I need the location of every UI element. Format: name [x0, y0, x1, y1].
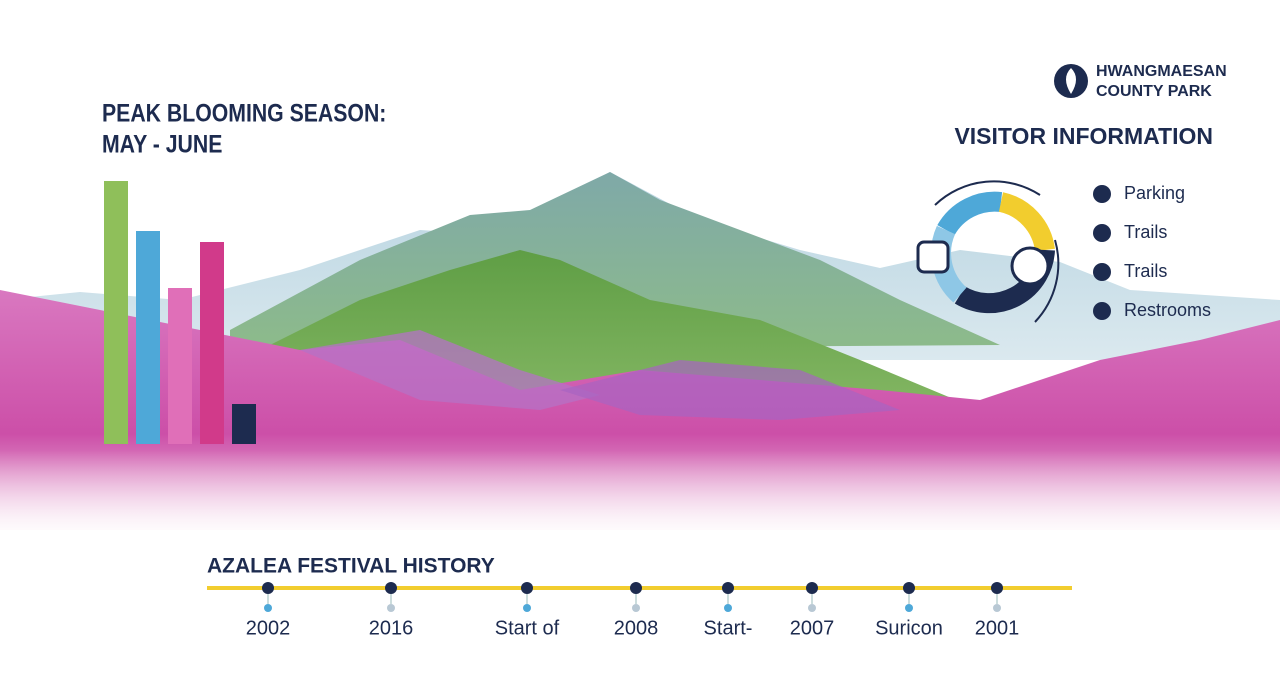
- timeline-dot: [387, 604, 395, 612]
- timeline-dot: [808, 604, 816, 612]
- item-label: Trails: [1124, 222, 1167, 242]
- timeline-node: [903, 582, 915, 594]
- timeline-dot: [523, 604, 531, 612]
- cycle-diagram: [916, 180, 1060, 323]
- item-icon: [1093, 302, 1111, 320]
- landscape: [0, 172, 1280, 540]
- timeline-node: [521, 582, 533, 594]
- timeline-dot: [632, 604, 640, 612]
- timeline-dot: [905, 604, 913, 612]
- item-icon: [1093, 224, 1111, 242]
- section-title: AZALEA FESTIVAL HISTORY: [207, 555, 495, 578]
- item-icon: [1093, 263, 1111, 281]
- timeline-node: [722, 582, 734, 594]
- brand-name: COUNTY PARK: [1096, 83, 1212, 100]
- brand-logo: [1054, 64, 1088, 98]
- timeline-node: [630, 582, 642, 594]
- headline: PEAK BLOOMING SEASON:: [102, 99, 386, 127]
- timeline-node: [991, 582, 1003, 594]
- timeline: 2002 2016 Start of 2008 Start- 2007 Suricon 200…: [246, 582, 1020, 639]
- headline: MAY - JUNE: [102, 130, 222, 158]
- timeline-label: Start of: [495, 617, 560, 639]
- timeline-node: [385, 582, 397, 594]
- section-title: VISITOR INFORMATION: [954, 123, 1213, 149]
- decorative-bars: [104, 181, 256, 444]
- timeline-label: 2007: [790, 617, 835, 639]
- timeline-label: Suricon: [875, 617, 943, 639]
- timeline-label: 2002: [246, 617, 291, 639]
- visitor-list: Parking Trails Trails Restrooms: [1093, 183, 1211, 320]
- timeline-node: [806, 582, 818, 594]
- timeline-dot: [724, 604, 732, 612]
- timeline-label: 2008: [614, 617, 659, 639]
- item-icon: [1093, 185, 1111, 203]
- timeline-dot: [264, 604, 272, 612]
- timeline-label: 2016: [369, 617, 414, 639]
- timeline-label: 2001: [975, 617, 1020, 639]
- brand-name: HWANGMAESAN: [1096, 63, 1227, 80]
- item-label: Trails: [1124, 261, 1167, 281]
- item-label: Parking: [1124, 183, 1185, 203]
- item-label: Restrooms: [1124, 300, 1211, 320]
- timeline-node: [262, 582, 274, 594]
- timeline-dot: [993, 604, 1001, 612]
- timeline-label: Start-: [704, 617, 753, 639]
